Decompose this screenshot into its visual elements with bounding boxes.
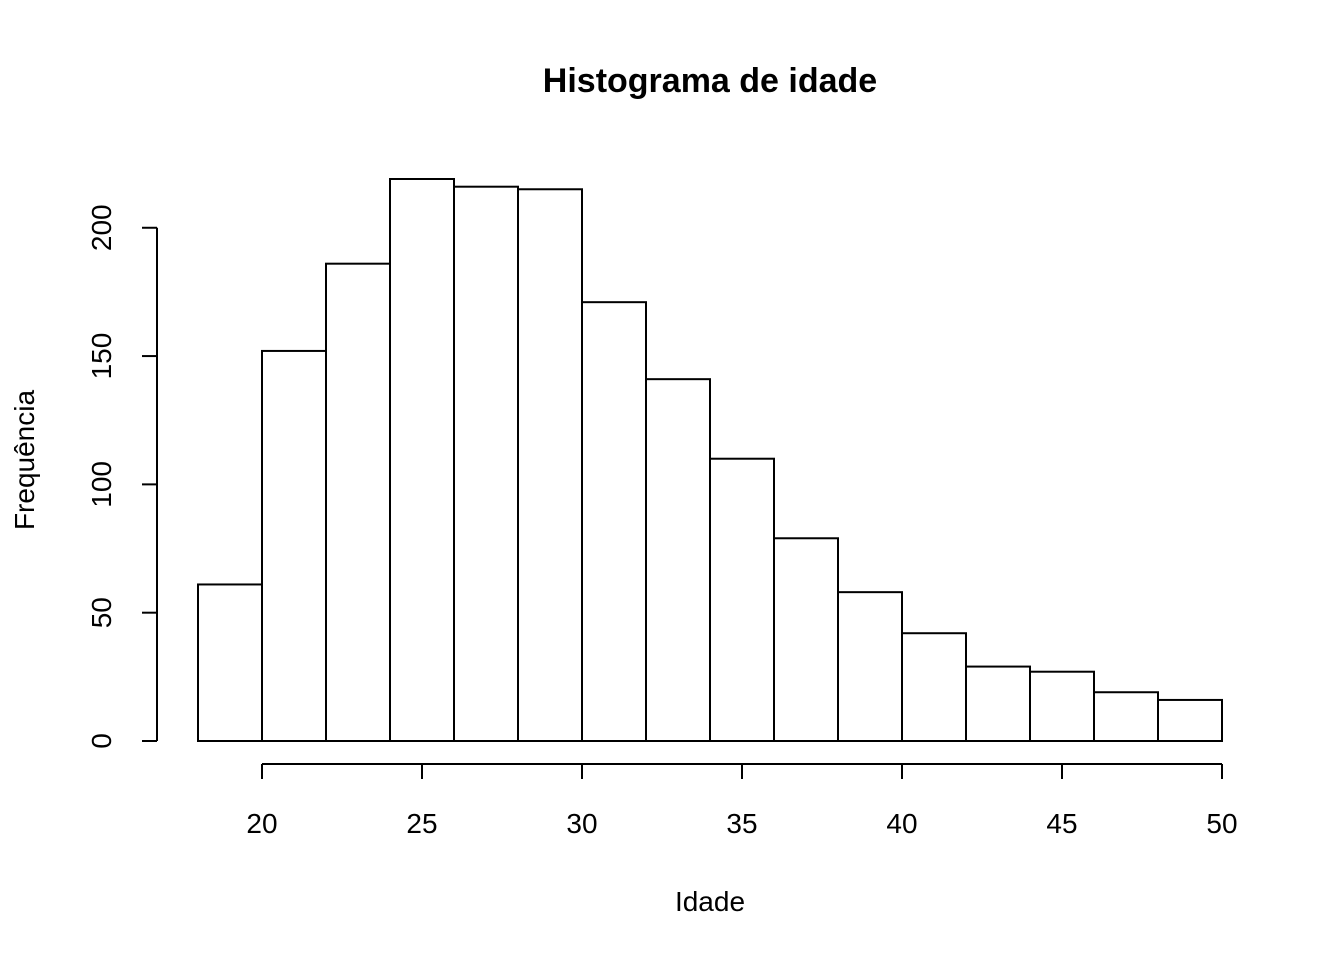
histogram-bar	[645, 378, 711, 742]
histogram-bar	[837, 591, 903, 742]
histogram-bar	[965, 665, 1031, 742]
y-axis: 0 50 100 150 200	[86, 204, 158, 749]
histogram-bar	[261, 349, 327, 742]
x-tick-label: 40	[886, 808, 917, 839]
y-tick-label: 50	[86, 597, 117, 628]
histogram-bar	[453, 185, 519, 743]
histogram-bar	[325, 262, 391, 742]
histogram-bar	[389, 178, 455, 742]
y-tick-label: 0	[86, 733, 117, 749]
chart-title: Histograma de idade	[543, 62, 877, 100]
y-tick-label: 200	[86, 204, 117, 251]
y-tick-label: 150	[86, 333, 117, 380]
histogram-bar	[1029, 670, 1095, 743]
x-tick-label: 25	[406, 808, 437, 839]
histogram-bar	[1157, 698, 1223, 742]
y-axis-label: Frequência	[9, 390, 40, 531]
y-tick-label: 100	[86, 461, 117, 508]
x-axis: 20 25 30 35 40 45 50	[246, 763, 1238, 839]
x-tick-label: 35	[726, 808, 757, 839]
histogram-bar	[1093, 691, 1159, 742]
histogram-bar	[197, 583, 263, 742]
histogram-bar	[773, 537, 839, 742]
histogram-bar	[517, 188, 583, 743]
histogram-bar	[581, 301, 647, 742]
histogram-bar	[709, 457, 775, 742]
x-axis-label: Idade	[675, 886, 745, 917]
x-tick-label: 50	[1206, 808, 1237, 839]
x-tick-label: 45	[1046, 808, 1077, 839]
x-tick-label: 30	[566, 808, 597, 839]
x-tick-label: 20	[246, 808, 277, 839]
histogram-bar	[901, 632, 967, 742]
bars-group	[197, 178, 1223, 743]
